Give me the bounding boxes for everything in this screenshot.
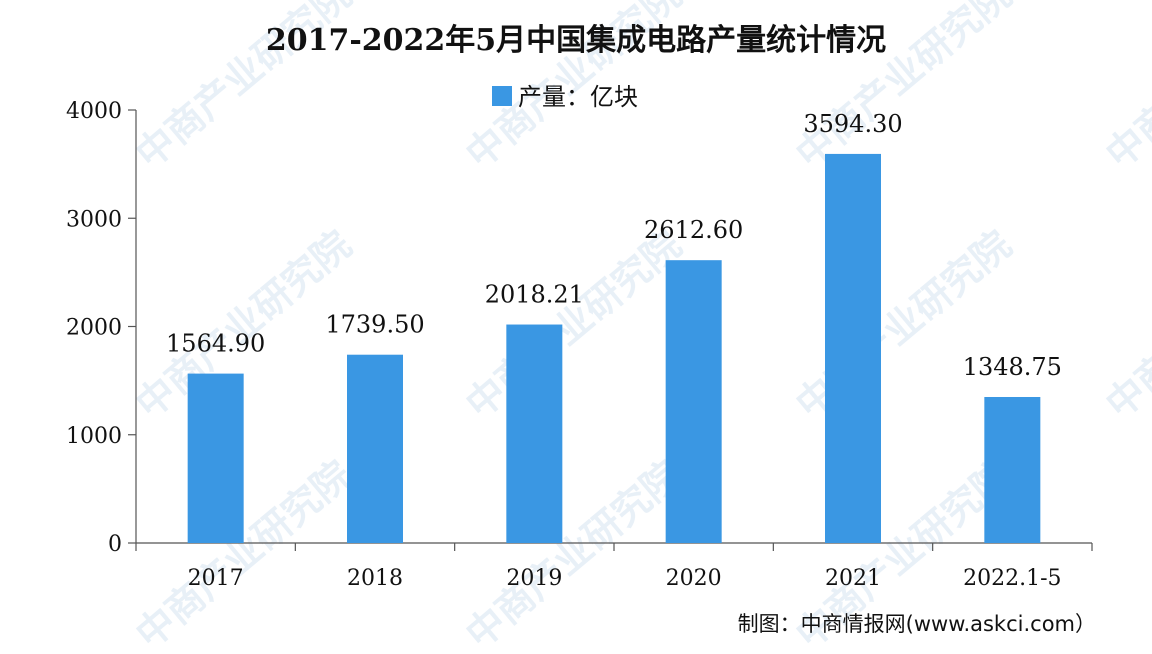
y-tick-label: 1000 <box>66 424 122 449</box>
watermark-text: 中商产业研究院 <box>458 452 690 654</box>
x-tick-labels: 2017 2018 2019 2020 2021 2022.1-5 <box>188 566 1062 591</box>
data-label: 1564.90 <box>166 330 265 358</box>
legend: 产量：亿块 <box>492 83 638 111</box>
watermark-text: 中商产业研究院 <box>458 222 690 427</box>
bar-2022.1-5 <box>984 396 1041 543</box>
data-label: 1739.50 <box>325 311 424 339</box>
legend-swatch <box>492 86 512 106</box>
watermark-text: 中商产业研究院 <box>788 222 1020 427</box>
x-tick-label: 2018 <box>347 566 403 591</box>
data-label: 1348.75 <box>963 353 1062 381</box>
x-tick-label: 2020 <box>666 566 722 591</box>
bar-2018 <box>347 354 403 543</box>
bars <box>187 153 1041 543</box>
data-label: 3594.30 <box>803 110 902 138</box>
x-tick-label: 2019 <box>506 566 562 591</box>
bar-2020 <box>665 260 722 543</box>
y-tick-labels: 0 1000 2000 3000 4000 <box>66 99 122 557</box>
data-labels: 1564.90 1739.50 2018.21 2612.60 3594.30 1348.… <box>166 110 1062 381</box>
y-tick-label: 2000 <box>66 316 122 341</box>
x-tick-label: 2017 <box>188 566 244 591</box>
y-tick-label: 3000 <box>66 207 122 232</box>
bar-2017 <box>187 373 244 543</box>
watermark-text: 中商产业研究院 <box>1098 0 1152 177</box>
bar-2021 <box>825 153 881 543</box>
y-tick-label: 0 <box>108 532 122 557</box>
x-tick-label: 2022.1-5 <box>963 566 1061 591</box>
x-tick-label: 2021 <box>825 566 881 591</box>
watermark-text: 中商产业研究院 <box>1098 222 1152 427</box>
source-credit: 制图：中商情报网(www.askci.com） <box>738 612 1096 636</box>
data-label: 2018.21 <box>485 281 584 309</box>
axes <box>128 109 1093 551</box>
data-label: 2612.60 <box>644 216 743 244</box>
legend-label: 产量：亿块 <box>518 83 638 111</box>
chart-title: 2017-2022年5月中国集成电路产量统计情况 <box>266 23 886 58</box>
bar-2019 <box>506 324 563 543</box>
y-tick-label: 4000 <box>66 99 122 124</box>
